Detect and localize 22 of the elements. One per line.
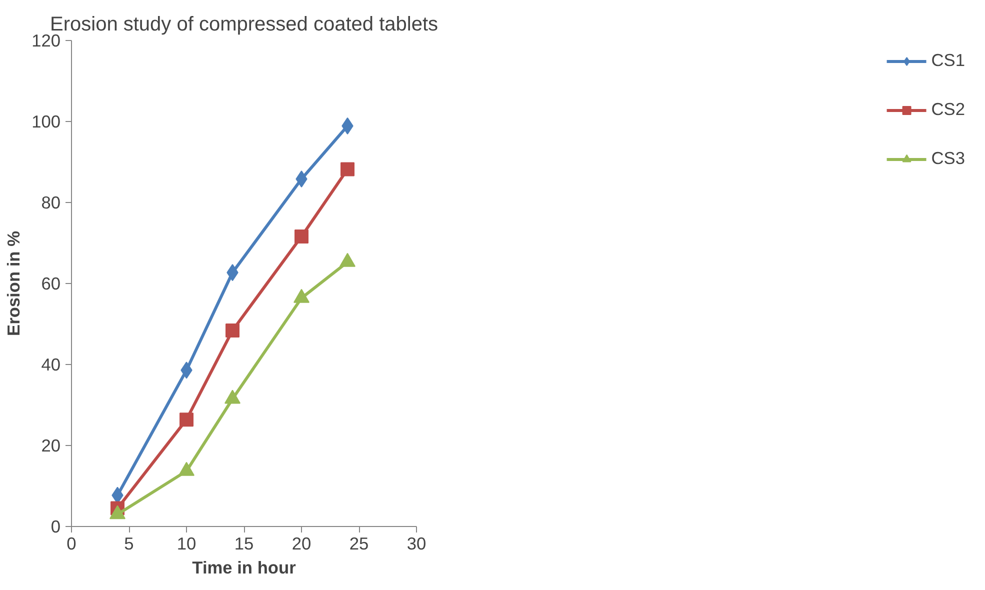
x-tick-label: 20 — [292, 534, 312, 554]
x-tick-label: 15 — [234, 534, 254, 554]
point — [180, 412, 194, 427]
y-tick-label: 80 — [41, 192, 61, 212]
y-tick-label: 100 — [32, 112, 61, 132]
x-tick-label: 25 — [349, 534, 369, 554]
y-tick-label: 20 — [41, 436, 61, 456]
x-tick-label: 30 — [406, 534, 426, 554]
legend-label: CS1 — [931, 50, 965, 71]
x-tick-label: 10 — [176, 534, 196, 554]
x-tick-label: 5 — [124, 534, 134, 554]
legend-label: CS2 — [931, 99, 965, 120]
legend-label: CS3 — [931, 148, 965, 169]
point — [294, 230, 308, 244]
y-axis-title: Erosion in % — [4, 231, 24, 336]
y-tick-label: 60 — [41, 274, 61, 294]
y-tick-label: 0 — [50, 516, 61, 536]
point — [226, 323, 240, 338]
point — [340, 162, 354, 176]
x-axis-title: Time in hour — [192, 558, 296, 578]
x-tick-label: 0 — [66, 534, 76, 554]
y-tick-label: 40 — [41, 354, 61, 374]
